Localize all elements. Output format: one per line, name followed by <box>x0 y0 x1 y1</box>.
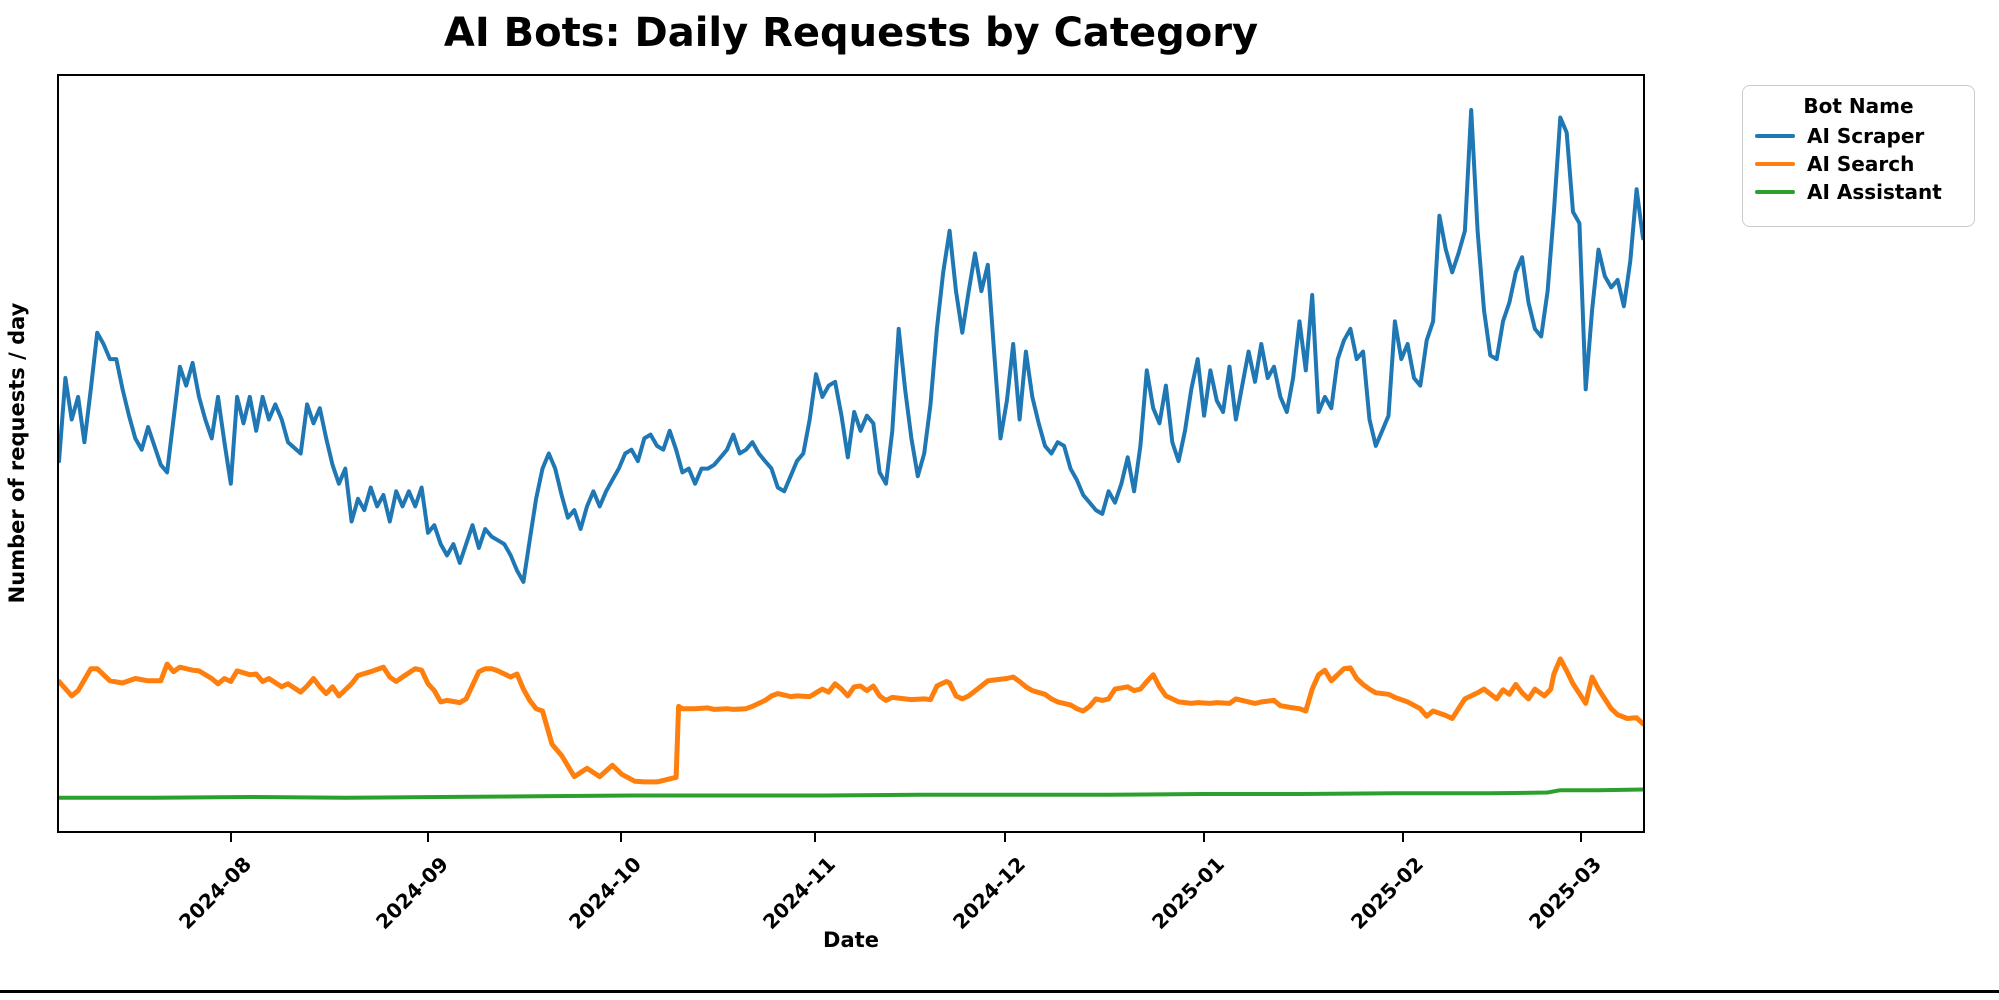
legend-label: AI Assistant <box>1807 180 1942 204</box>
legend-entry-ai-scraper: AI Scraper <box>1755 122 1962 150</box>
ai-scraper-line-swatch <box>1755 133 1795 139</box>
x-tick-label: 2024-11 <box>757 852 840 934</box>
legend: Bot Name AI Scraper AI Search AI Assista… <box>1742 85 1975 227</box>
x-tick-label: 2025-02 <box>1345 852 1428 934</box>
plot-area <box>57 74 1645 833</box>
x-tick-mark <box>619 833 622 842</box>
y-axis-label: Number of requests / day <box>5 302 29 604</box>
legend-label: AI Search <box>1807 152 1915 176</box>
x-tick-label: 2024-08 <box>174 852 257 934</box>
chart-title: AI Bots: Daily Requests by Category <box>443 10 1259 56</box>
legend-entry-ai-assistant: AI Assistant <box>1755 178 1962 206</box>
x-tick-label: 2024-10 <box>563 852 646 934</box>
x-tick-label: 2024-12 <box>948 852 1031 934</box>
x-tick-label: 2025-03 <box>1524 852 1607 934</box>
ai-scraper-line <box>59 108 1643 584</box>
x-tick-mark <box>230 833 233 842</box>
ai-search-line <box>59 656 1643 785</box>
x-axis-label: Date <box>823 928 879 952</box>
x-tick-mark <box>1401 833 1404 842</box>
legend-entry-ai-search: AI Search <box>1755 150 1962 178</box>
ai-search-line-swatch <box>1755 161 1795 167</box>
ai-assistant-line-swatch <box>1755 189 1795 195</box>
x-tick-label: 2024-09 <box>371 852 454 934</box>
line-chart-canvas <box>59 108 1643 800</box>
x-tick-mark <box>427 833 430 842</box>
footer-bar <box>0 990 1999 993</box>
legend-label: AI Scraper <box>1807 124 1925 148</box>
ai-assistant-line <box>59 787 1643 800</box>
x-tick-mark <box>1580 833 1583 842</box>
x-tick-mark <box>813 833 816 842</box>
x-tick-label: 2025-01 <box>1146 852 1229 934</box>
x-tick-mark <box>1202 833 1205 842</box>
legend-title: Bot Name <box>1803 94 1914 118</box>
x-tick-mark <box>1004 833 1007 842</box>
